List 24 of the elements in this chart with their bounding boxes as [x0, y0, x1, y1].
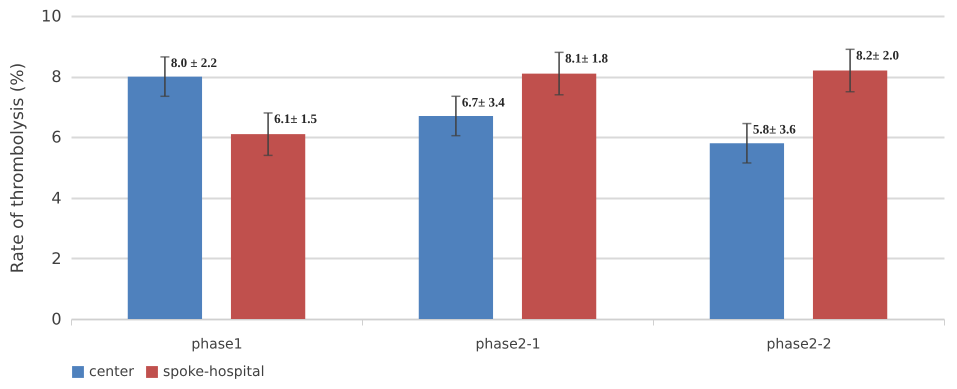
data-label: 6.1± 1.5 — [274, 110, 318, 126]
bar — [128, 76, 202, 319]
legend-label: spoke-hospital — [163, 364, 264, 380]
legend-label: center — [89, 364, 134, 380]
x-tick-label: phase2-2 — [766, 336, 832, 352]
bar — [812, 70, 888, 319]
x-tick-label: phase2-1 — [475, 336, 541, 352]
y-tick-label: 4 — [51, 188, 62, 208]
data-label: 8.2± 2.0 — [856, 47, 899, 62]
bar — [710, 143, 784, 319]
data-label: 6.7± 3.4 — [462, 94, 506, 110]
data-label: 8.1± 1.8 — [565, 50, 608, 66]
y-axis-title: Rate of thrombolysis (%) — [8, 62, 28, 274]
y-tick-label: 8 — [51, 67, 62, 86]
x-tick-label: phase1 — [191, 336, 243, 352]
y-tick-label: 0 — [51, 310, 62, 328]
bar — [230, 134, 306, 319]
bar — [418, 116, 494, 319]
data-label: 8.0 ± 2.2 — [170, 54, 218, 70]
data-label: 5.8± 3.6 — [752, 122, 796, 137]
y-tick-label: 2 — [51, 248, 62, 268]
y-tick-label: 10 — [41, 6, 62, 26]
bar — [522, 74, 596, 319]
y-tick-label: 6 — [51, 128, 62, 147]
